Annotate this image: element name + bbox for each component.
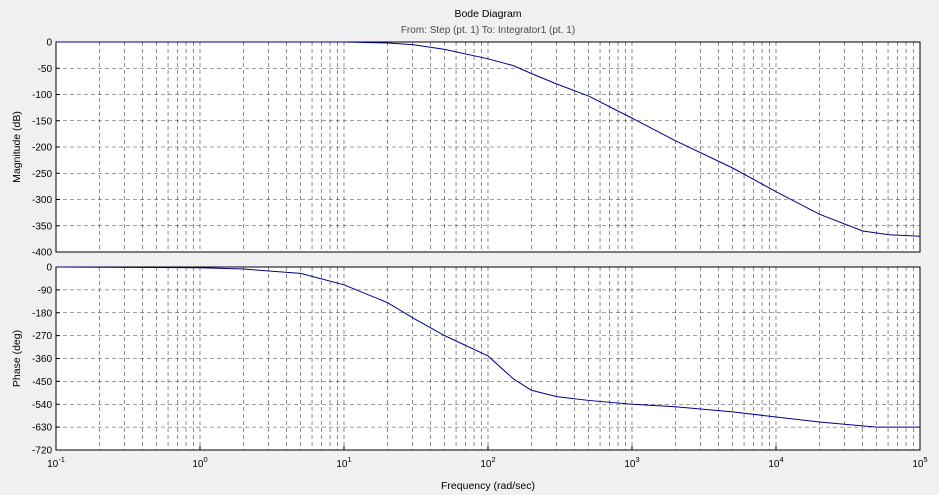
magnitude-y-axis-label: Magnitude (dB) [11,111,23,183]
phase-y-tick-label: -720 [32,446,52,457]
phase-y-tick-label: 0 [46,263,52,274]
phase-y-tick-label: -450 [32,377,52,388]
x-tick-label: 104 [768,455,783,470]
magnitude-y-tick-label: -150 [32,116,52,127]
magnitude-y-tick-label: -350 [32,221,52,232]
magnitude-y-tick-label: 0 [46,38,52,49]
chart-title: Bode Diagram [454,8,521,20]
magnitude-plot: 0 -50 -100 -150 -200 -250 -300 -350 -400 Magnitud… [11,38,921,259]
phase-y-tick-label: -270 [32,331,52,342]
x-tick-label: 103 [624,455,639,470]
magnitude-series-line [56,41,921,237]
x-tick-label: 105 [912,455,927,470]
magnitude-y-tick-label: -100 [32,90,52,101]
chart-subtitle: From: Step (pt. 1) To: Integrator1 (pt. … [401,25,575,36]
phase-y-tick-label: -360 [32,354,52,365]
magnitude-y-tick-label: -200 [32,143,52,154]
magnitude-y-tick-label: -300 [32,195,52,206]
phase-y-tick-label: -540 [32,400,52,411]
phase-plot: 0 -90 -180 -270 -360 -450 -540 -630 -720 Phase (d… [11,263,928,471]
x-tick-label: 10-1 [47,455,65,470]
x-axis-label: Frequency (rad/sec) [441,480,535,492]
x-tick-label: 101 [336,455,351,470]
phase-y-tick-label: -90 [38,285,53,296]
magnitude-y-tick-label: -250 [32,169,52,180]
phase-y-tick-label: -630 [32,423,52,434]
phase-y-axis-label: Phase (deg) [11,330,23,387]
magnitude-y-tick-label: -400 [32,248,52,259]
magnitude-y-tick-label: -50 [38,64,53,75]
phase-y-tick-label: -180 [32,308,52,319]
x-tick-label: 100 [192,455,207,470]
phase-series-line [55,266,920,428]
x-tick-label: 102 [480,455,495,470]
